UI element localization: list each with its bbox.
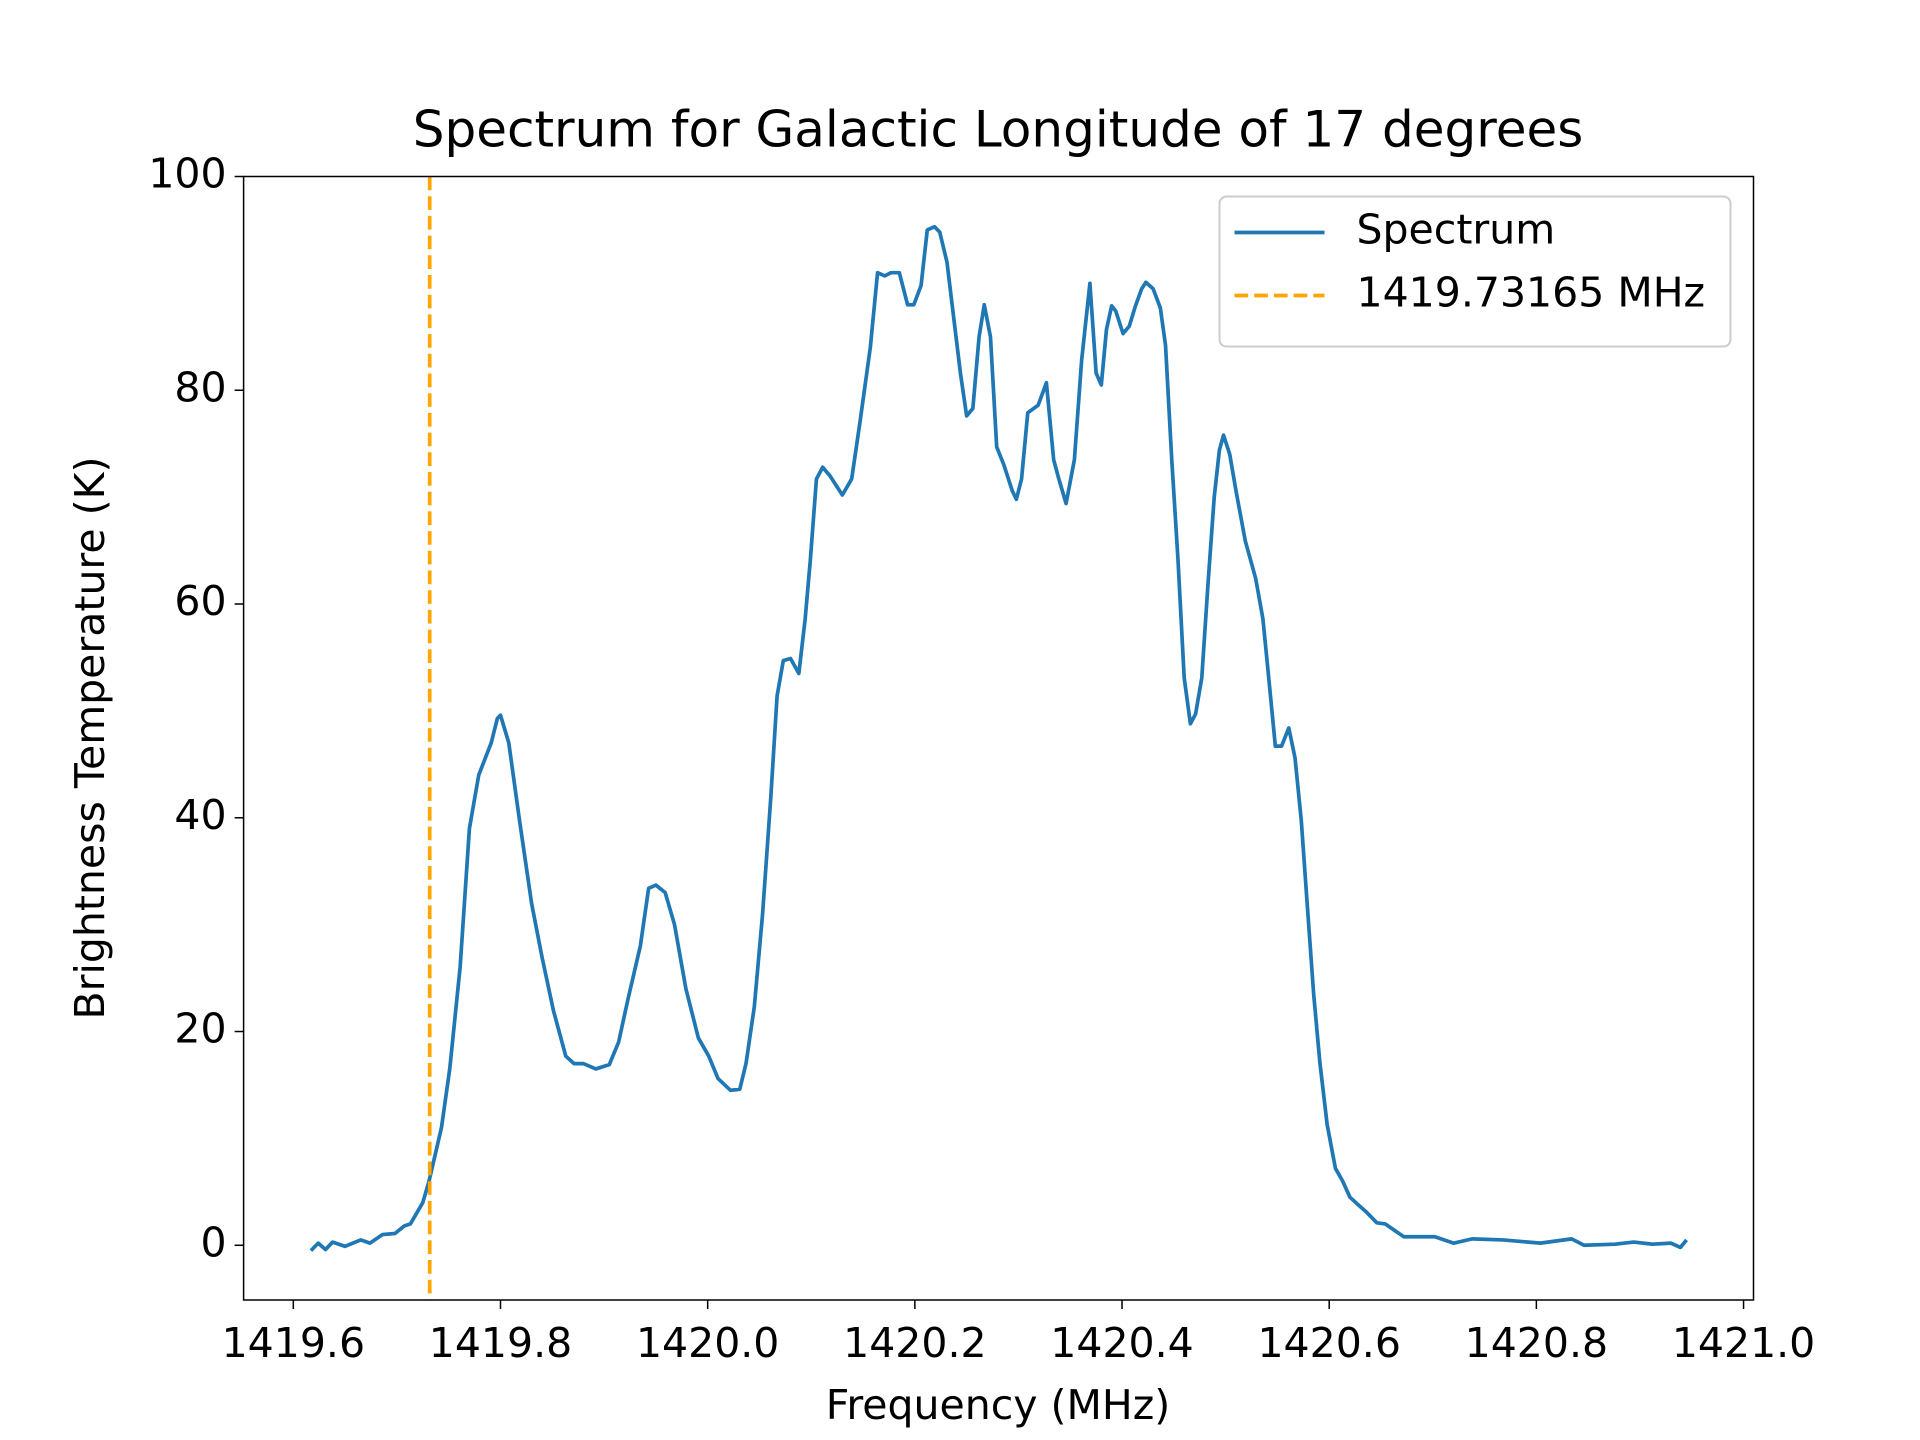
x-axis-label: Frequency (MHz)	[826, 1381, 1171, 1429]
legend-label: 1419.73165 MHz	[1357, 269, 1706, 317]
legend-label: Spectrum	[1357, 206, 1556, 254]
x-tick-label: 1420.0	[636, 1319, 779, 1367]
y-tick-label: 100	[148, 150, 226, 198]
x-tick-label: 1421.0	[1672, 1319, 1815, 1367]
y-tick-label: 60	[174, 577, 226, 625]
spectrum-line	[309, 224, 1689, 1252]
y-axis-label: Brightness Temperature (K)	[66, 456, 114, 1019]
y-tick-label: 80	[174, 363, 226, 411]
x-tick-label: 1419.6	[222, 1319, 365, 1367]
plot-frame	[242, 175, 1755, 1301]
x-tick-label: 1420.4	[1050, 1319, 1193, 1367]
chart-title: Spectrum for Galactic Longitude of 17 de…	[413, 101, 1584, 159]
y-tick-label: 40	[174, 791, 226, 839]
x-tick-label: 1420.6	[1257, 1319, 1400, 1367]
y-tick-label: 20	[174, 1005, 226, 1053]
y-tick-label: 0	[201, 1218, 227, 1266]
legend-box	[1218, 195, 1732, 348]
x-tick-label: 1420.2	[843, 1319, 986, 1367]
x-tick-label: 1419.8	[429, 1319, 572, 1367]
x-tick-label: 1420.8	[1465, 1319, 1608, 1367]
